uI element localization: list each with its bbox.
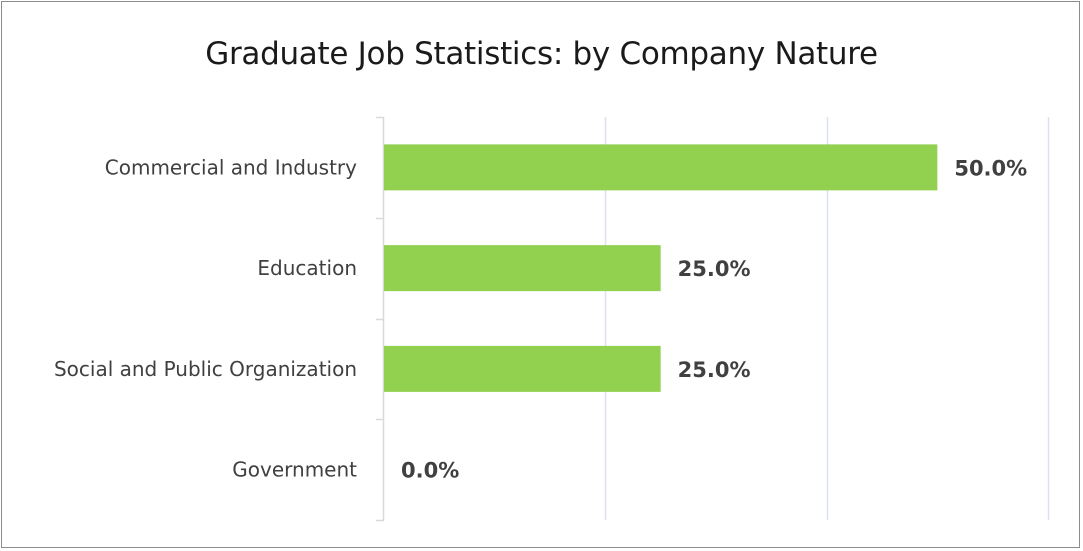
- category-label: Commercial and Industry: [105, 155, 357, 179]
- category-label: Education: [257, 256, 357, 280]
- value-label: 0.0%: [401, 459, 459, 483]
- bar: [384, 144, 938, 191]
- category-label: Social and Public Organization: [54, 357, 357, 381]
- value-label: 25.0%: [678, 358, 751, 382]
- value-label: 50.0%: [954, 156, 1027, 180]
- bar: [384, 345, 661, 392]
- category-label: Government: [232, 458, 357, 482]
- chart-title: Graduate Job Statistics: by Company Natu…: [205, 36, 878, 72]
- value-label: 25.0%: [678, 257, 751, 281]
- bar: [384, 245, 661, 292]
